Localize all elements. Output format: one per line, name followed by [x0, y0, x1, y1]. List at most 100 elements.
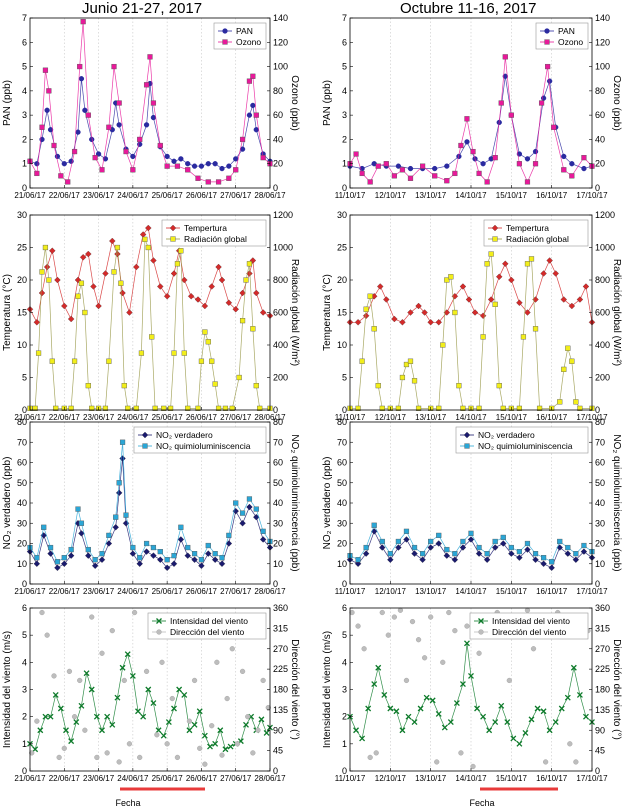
- data-point: [46, 277, 52, 283]
- x-tick-label: 12/10/17: [375, 413, 407, 422]
- y2-tick-label: 225: [595, 664, 610, 674]
- data-point: [456, 383, 462, 389]
- data-point: [371, 681, 378, 688]
- data-point: [33, 560, 41, 567]
- y-tick-label: 20: [337, 539, 347, 549]
- data-point: [99, 167, 105, 173]
- data-point: [415, 405, 422, 411]
- y2-axis-label: Dirección del viento (°): [611, 639, 622, 740]
- data-point: [116, 122, 122, 128]
- y2-tick-label: 135: [595, 705, 610, 715]
- legend-marker: [478, 629, 484, 635]
- y2-tick-label: 60: [273, 458, 283, 468]
- data-point: [191, 556, 198, 563]
- data-point: [137, 555, 143, 561]
- data-point: [440, 342, 446, 348]
- data-point: [171, 350, 177, 356]
- data-point: [246, 503, 253, 511]
- data-point: [443, 552, 451, 559]
- data-point: [407, 358, 414, 364]
- data-point: [452, 170, 458, 177]
- data-point: [353, 151, 359, 157]
- data-point: [105, 540, 113, 547]
- y-tick-label: 4: [22, 86, 27, 96]
- y2-tick-label: 1000: [595, 243, 615, 253]
- data-point: [219, 752, 225, 758]
- x-tick-label: 17/10/17: [576, 587, 608, 596]
- data-point: [246, 112, 253, 118]
- y2-tick-label: 80: [273, 417, 283, 427]
- data-point: [508, 276, 515, 284]
- data-point: [395, 163, 402, 169]
- data-point: [546, 257, 553, 264]
- data-point: [229, 405, 235, 411]
- data-point: [260, 528, 266, 534]
- x-tick-label: 22/06/17: [49, 587, 81, 596]
- y-tick-label: 10: [337, 340, 347, 350]
- y-axis-label: Intensidad del viento (m/s): [2, 631, 13, 748]
- data-point: [34, 718, 40, 724]
- y2-tick-label: 270: [273, 644, 288, 654]
- y-tick-label: 15: [17, 308, 27, 318]
- y-axis-label: Intensidad del viento (m/s): [322, 631, 333, 748]
- data-point: [419, 556, 426, 563]
- data-point: [65, 179, 71, 185]
- data-point: [491, 544, 499, 551]
- data-point: [35, 350, 42, 356]
- data-point: [407, 175, 414, 181]
- y2-tick-label: 100: [273, 62, 288, 72]
- data-point: [411, 719, 418, 726]
- y2-axis-label: Radiación global (W/m²): [611, 259, 622, 366]
- data-point: [239, 289, 246, 297]
- data-point: [176, 686, 183, 693]
- data-point: [524, 546, 531, 553]
- data-point: [524, 540, 531, 547]
- data-point: [259, 536, 267, 543]
- y2-tick-label: 315: [595, 623, 610, 633]
- data-point: [53, 405, 59, 411]
- data-point: [71, 358, 78, 364]
- data-point: [576, 691, 583, 698]
- y2-axis-label: Dirección del viento (°): [289, 639, 300, 740]
- data-point: [198, 557, 205, 563]
- series-line: [29, 653, 271, 750]
- data-point: [557, 399, 563, 405]
- data-point: [212, 381, 218, 387]
- data-point: [561, 153, 567, 160]
- data-point: [63, 727, 69, 734]
- data-point: [538, 100, 545, 106]
- data-point: [510, 735, 517, 742]
- data-point: [383, 296, 390, 303]
- data-point: [236, 374, 242, 381]
- data-point: [444, 277, 450, 283]
- data-point: [243, 277, 249, 283]
- data-point: [51, 673, 57, 679]
- y2-tick-label: 30: [595, 518, 605, 528]
- x-tick-label: 11/10/17: [335, 191, 366, 200]
- data-point: [56, 754, 62, 761]
- data-point: [159, 659, 165, 665]
- data-point: [480, 334, 486, 340]
- data-point: [375, 383, 381, 389]
- data-point: [232, 306, 239, 313]
- y2-tick-label: 120: [595, 37, 610, 47]
- y-tick-label: 1: [22, 159, 27, 169]
- data-point: [164, 557, 170, 563]
- data-point: [123, 512, 129, 518]
- y2-tick-label: 70: [595, 437, 605, 447]
- data-point: [504, 719, 511, 726]
- series-dir: [349, 607, 591, 770]
- x-tick-label: 26/06/17: [186, 774, 218, 783]
- data-point: [524, 261, 531, 267]
- fecha-label: Fecha: [115, 798, 140, 808]
- y2-tick-label: 40: [595, 498, 605, 508]
- data-point: [98, 556, 106, 563]
- data-point: [581, 542, 587, 549]
- data-point: [34, 170, 40, 177]
- data-point: [150, 552, 157, 559]
- y2-tick-label: 90: [595, 725, 605, 735]
- x-tick-label: 21/06/17: [14, 774, 46, 783]
